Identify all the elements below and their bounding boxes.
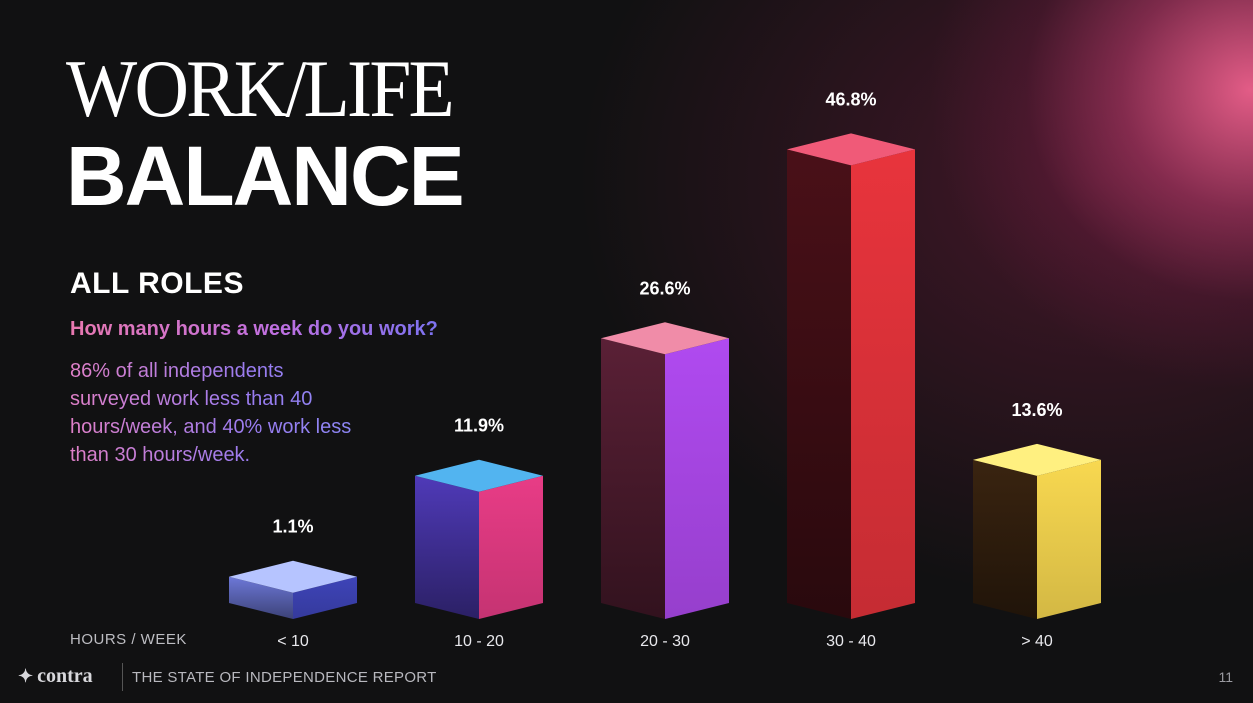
section-title: ALL ROLES xyxy=(70,267,244,300)
bar-right-face xyxy=(665,338,729,619)
bar-top-face xyxy=(787,133,915,166)
footer-divider xyxy=(122,663,123,691)
bar-4 xyxy=(973,443,1101,619)
report-name: THE STATE OF INDEPENDENCE REPORT xyxy=(132,669,437,686)
value-label: 13.6% xyxy=(1011,400,1062,420)
bar-right-face xyxy=(851,149,915,620)
value-label: 26.6% xyxy=(639,278,690,298)
x-axis-label: HOURS / WEEK xyxy=(70,631,187,648)
title-line-2: BALANCE xyxy=(66,129,465,223)
survey-question: How many hours a week do you work? xyxy=(70,318,438,340)
bar-left-face xyxy=(787,149,851,620)
bar-top-face xyxy=(601,322,729,355)
bar-2 xyxy=(601,322,729,619)
star-icon: ✦ xyxy=(18,666,34,686)
bar-top-face xyxy=(229,560,357,593)
bar-left-face xyxy=(229,576,293,619)
bar-right-face xyxy=(479,475,543,619)
value-label: 46.8% xyxy=(825,89,876,109)
bar-left-face xyxy=(415,475,479,619)
value-label: 1.1% xyxy=(272,517,313,537)
category-label: < 10 xyxy=(277,633,309,650)
contra-logo: ✦ contra xyxy=(18,665,93,688)
category-label: > 40 xyxy=(1021,633,1053,650)
bar-top-face xyxy=(973,443,1101,476)
page-number: 11 xyxy=(1218,669,1233,685)
category-label: 20 - 30 xyxy=(640,633,690,650)
bar-1 xyxy=(415,459,543,619)
bar-right-face xyxy=(293,576,357,619)
bar-left-face xyxy=(973,459,1037,619)
summary-note: 86% of all independents surveyed work le… xyxy=(70,357,370,469)
bar-top-face xyxy=(415,459,543,492)
bar-3 xyxy=(787,133,915,620)
bar-left-face xyxy=(601,338,665,619)
category-label: 30 - 40 xyxy=(826,633,876,650)
category-label: 10 - 20 xyxy=(454,633,504,650)
title-line-1: WORK/LIFE xyxy=(66,43,455,134)
brand-name: contra xyxy=(37,665,93,687)
value-label: 11.9% xyxy=(454,416,504,436)
bar-0 xyxy=(229,560,357,619)
bar-right-face xyxy=(1037,459,1101,619)
